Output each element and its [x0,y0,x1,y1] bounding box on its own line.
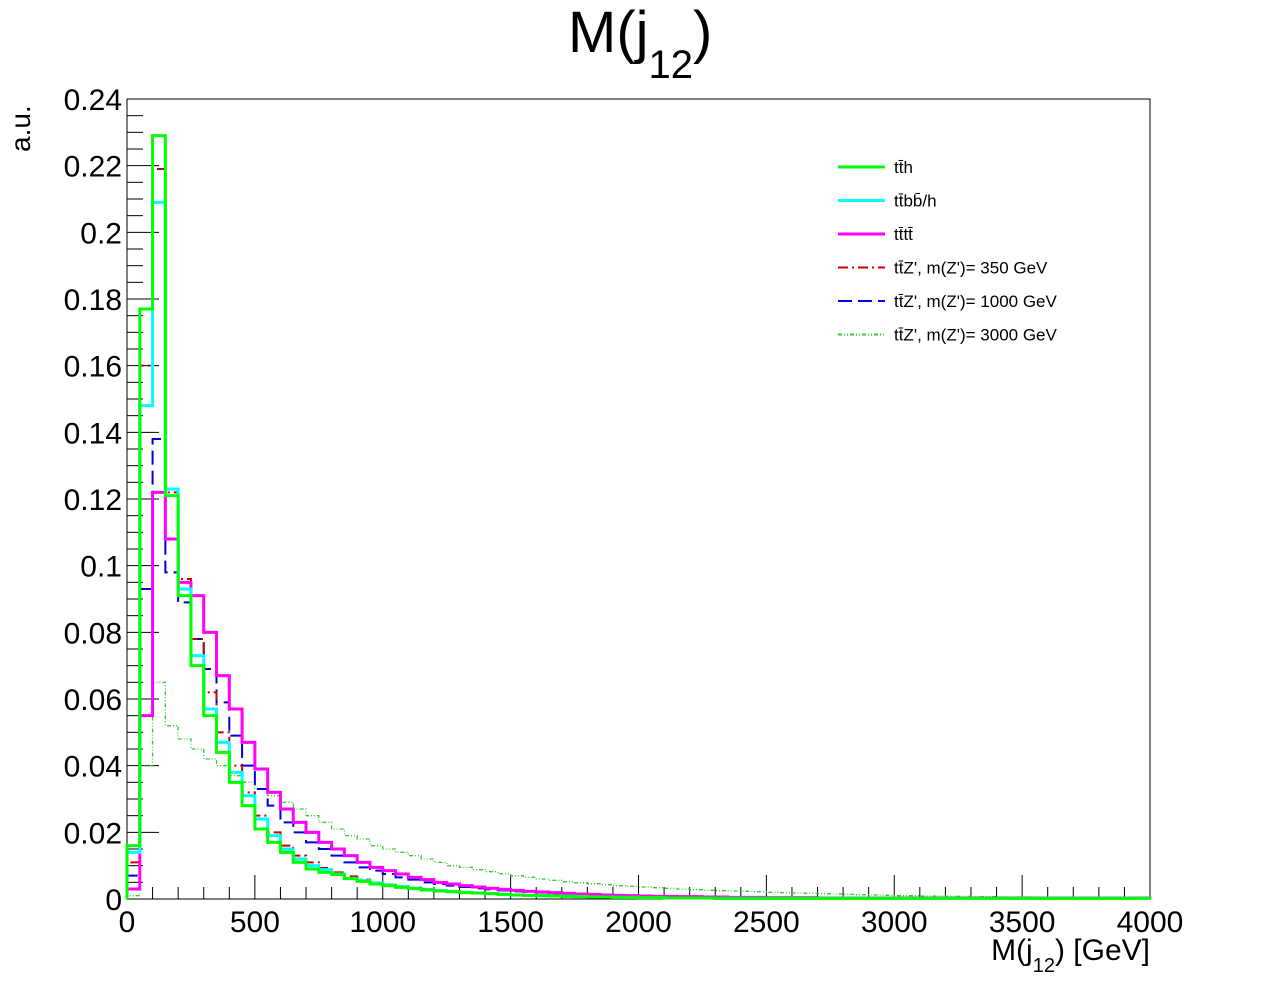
y-tick-label: 0.16 [64,351,122,384]
x-axis-label: M(j12) [GeV] [991,934,1150,977]
x-tick-label: 500 [230,906,280,939]
y-tick-label: 0.2 [80,217,122,250]
y-tick-label: 0.02 [64,817,122,850]
legend-label-3: tt̄Z', m(Z')= 350 GeV [894,259,1048,278]
legend-label-1: tt̄bb̄/h [894,192,937,211]
x-tick-label: 0 [119,906,136,939]
x-tick-label: 2500 [733,906,800,939]
x-axis: 0 500 1000 1500 2000 2500 3000 3500 4000 [119,875,1184,939]
y-axis-label: a.u. [5,105,36,152]
y-tick-label: 0.22 [64,151,122,184]
legend-label-5: tt̄Z', m(Z')= 3000 GeV [894,326,1058,345]
x-tick-label: 3000 [861,906,928,939]
y-tick-label: 0.1 [80,551,122,584]
x-tick-label: 1500 [477,906,544,939]
y-tick-label: 0.08 [64,617,122,650]
y-tick-label: 0.24 [64,84,122,117]
y-tick-label: 0 [105,884,122,917]
legend-label-2: tt̄tt̄ [894,225,913,244]
y-tick-label: 0.14 [64,417,122,450]
legend-label-4: tt̄Z', m(Z')= 1000 GeV [894,292,1058,311]
y-tick-label: 0.18 [64,284,122,317]
series-line-0 [125,134,1152,900]
x-tick-label: 4000 [1117,906,1184,939]
legend-label-0: tt̄h [894,158,913,177]
chart-title: M(j12) [568,0,712,87]
y-tick-label: 0.06 [64,684,122,717]
y-tick-label: 0.04 [64,751,122,784]
legend: tt̄h tt̄bb̄/h tt̄tt̄ tt̄Z', m(Z')= 350 GeV t… [838,158,1058,345]
x-tick-label: 3500 [989,906,1056,939]
x-tick-label: 2000 [605,906,672,939]
y-axis: 0 0.02 0.04 0.06 0.08 0.1 0.12 0.14 0.16 0.18 0.2 0… [64,84,159,917]
series-group [125,134,1152,900]
y-tick-label: 0.12 [64,484,122,517]
x-tick-label: 1000 [349,906,416,939]
